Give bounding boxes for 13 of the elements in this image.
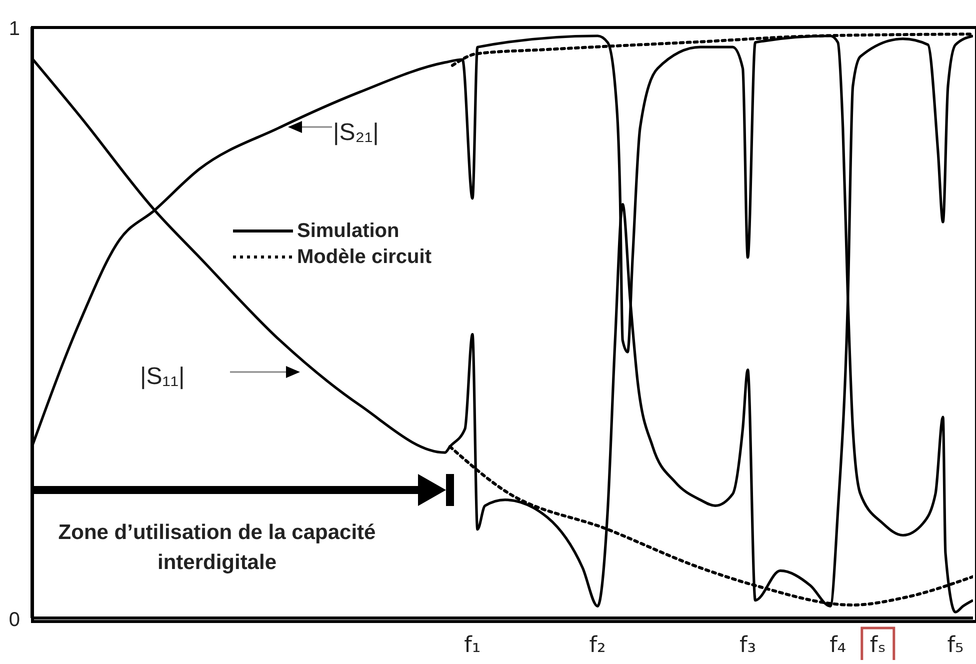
x-tick-label: f₄	[830, 633, 846, 658]
annotation: Zone d’utilisation de la capacité interdigitale	[57, 520, 377, 576]
annotation: |S₂₁|	[333, 118, 379, 148]
annotation: |S₁₁|	[140, 362, 185, 392]
legend-label: Simulation	[297, 220, 400, 242]
x-tick-label: fₛ	[870, 633, 886, 658]
x-tick-label: f₂	[589, 633, 606, 658]
legend-label: Modèle circuit	[297, 246, 432, 268]
y-tick-label: 1	[8, 18, 20, 40]
y-tick-label: 0	[8, 609, 20, 631]
x-tick-label: f₃	[739, 633, 756, 658]
x-tick-label: f₅	[947, 633, 964, 658]
x-tick-label: f₁	[464, 633, 481, 658]
